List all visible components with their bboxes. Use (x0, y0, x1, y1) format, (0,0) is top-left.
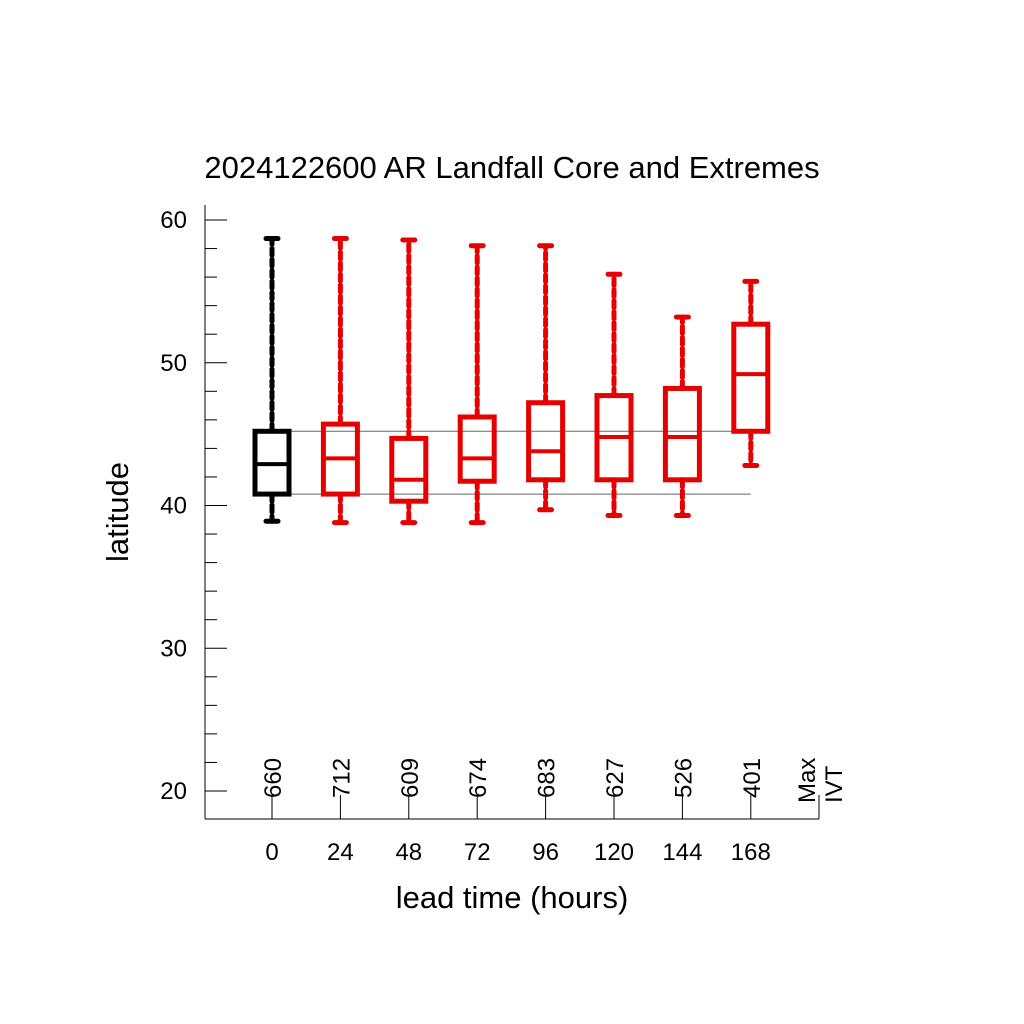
x-tick-label: 24 (327, 839, 354, 866)
iqr-box (526, 400, 566, 483)
box-48 (389, 237, 429, 526)
x-axis-label: lead time (hours) (396, 880, 629, 915)
x-tick-label: 72 (464, 839, 491, 866)
y-tick-label: 40 (160, 493, 187, 520)
chart-title: 2024122600 AR Landfall Core and Extremes (204, 150, 819, 185)
x-tick-label: 144 (662, 839, 702, 866)
count-label: 627 (602, 758, 629, 798)
box-144 (662, 314, 702, 518)
count-label: 660 (260, 758, 287, 798)
box-72 (457, 243, 497, 526)
box-24 (320, 236, 360, 526)
reference-lines (272, 430, 751, 495)
iqr-box (389, 435, 429, 504)
y-tick-label: 60 (160, 207, 187, 234)
y-tick-label: 20 (160, 778, 187, 805)
x-tick-label: 120 (594, 839, 634, 866)
count-label: 526 (670, 758, 697, 798)
count-label: 401 (739, 758, 766, 798)
count-labels: 660 712 609 674 683 627 526 401 (260, 758, 766, 798)
x-tick-label: 0 (265, 839, 278, 866)
x-tick-label: 168 (731, 839, 771, 866)
x-ticks: 0 24 48 72 96 120 144 168 (265, 795, 771, 866)
y-axis-label: latitude (100, 462, 135, 562)
iqr-box (457, 414, 497, 484)
y-ticks: 20 30 40 50 60 (160, 207, 227, 805)
x-tick-label: 48 (395, 839, 422, 866)
count-label: 674 (465, 758, 492, 798)
count-label: 683 (534, 758, 561, 798)
iqr-box (731, 321, 771, 434)
boxes (252, 236, 771, 526)
box-96 (526, 243, 566, 513)
y-tick-label: 50 (160, 350, 187, 377)
box-0 (252, 236, 292, 524)
box-120 (594, 271, 634, 518)
axes (204, 205, 820, 820)
x-tick-label: 96 (532, 839, 559, 866)
count-label: 712 (328, 758, 355, 798)
x-label-right-line2: IVT (821, 765, 848, 803)
iqr-box (662, 385, 702, 483)
count-label: 609 (397, 758, 424, 798)
box-168 (731, 278, 771, 469)
x-label-right-line1: Max (794, 758, 821, 803)
y-tick-label: 30 (160, 635, 187, 662)
